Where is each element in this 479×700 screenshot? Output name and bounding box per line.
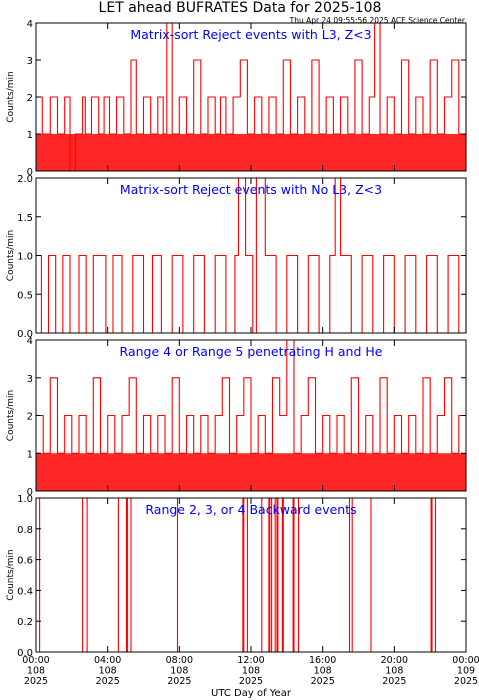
x-tick-label: 20:00 — [381, 655, 408, 666]
baseline-band — [36, 453, 466, 491]
y-axis-label: Counts/min — [6, 71, 16, 122]
y-tick-label: 0.4 — [17, 586, 33, 597]
y-tick-label: 1.0 — [17, 494, 33, 505]
y-tick-label: 0.5 — [17, 290, 33, 301]
panel-2: 0.0 0.5 1.0 1.5 2.0 Counts/min Matrix-sort Rej… — [6, 174, 467, 340]
panel-label: Matrix-sort Reject events with L3, Z<3 — [130, 27, 371, 42]
x-tick-label: 108 — [314, 666, 332, 677]
y-tick-label: 2 — [27, 93, 33, 104]
baseline-band — [36, 256, 466, 334]
y-tick-label: 0.8 — [17, 525, 33, 536]
y-tick-label: 0 — [27, 167, 33, 178]
timestamp: Thu Apr 24 09:55:56 2025 ACE Science Cen… — [289, 16, 466, 25]
x-tick-label: 2025 — [382, 676, 406, 687]
x-tick-label: 16:00 — [309, 655, 336, 666]
x-tick-label: 2025 — [167, 676, 191, 687]
y-tick-label: 2.0 — [17, 174, 33, 185]
data-trace — [36, 339, 466, 454]
x-tick-label: 109 — [457, 666, 475, 677]
baseline-band — [36, 498, 466, 652]
x-tick-label: 108 — [242, 666, 260, 677]
y-tick-label: 0.0 — [17, 329, 33, 340]
y-tick-label: 1 — [27, 130, 33, 141]
x-tick-label: 108 — [385, 666, 403, 677]
y-tick-label: 0.0 — [17, 648, 33, 659]
x-tick-label: 108 — [27, 666, 45, 677]
x-tick-label: 2025 — [239, 676, 263, 687]
y-tick-label: 2 — [27, 412, 33, 423]
x-tick-label: 12:00 — [237, 655, 264, 666]
y-tick-label: 3 — [27, 374, 33, 385]
x-tick-label: 108 — [170, 666, 188, 677]
y-tick-label: 4 — [27, 19, 33, 30]
panel-3: 0 1 2 3 4 Counts/min Range 4 or Range 5 penetr… — [6, 336, 467, 498]
figure-title: LET ahead BUFRATES Data for 2025-108 — [99, 0, 382, 16]
y-axis-label: Counts/min — [6, 549, 16, 600]
x-tick-label: 2025 — [24, 676, 48, 687]
x-tick-label: 108 — [99, 666, 117, 677]
y-tick-label: 1 — [27, 449, 33, 460]
panel-label: Matrix-sort Reject events with No L3, Z<… — [120, 182, 382, 197]
x-tick-label: 08:00 — [166, 655, 193, 666]
panel-label: Range 4 or Range 5 penetrating H and He — [120, 344, 383, 359]
y-tick-label: 4 — [27, 336, 33, 347]
y-tick-label: 3 — [27, 56, 33, 67]
x-axis-label: UTC Day of Year — [211, 688, 292, 699]
y-axis-label: Counts/min — [6, 390, 16, 441]
y-axis-label: Counts/min — [6, 230, 16, 281]
y-tick-label: 1.0 — [17, 252, 33, 263]
y-tick-label: 0.6 — [17, 556, 33, 567]
baseline-band — [36, 134, 466, 171]
x-axis-tick-labels: 00:00108202504:00108202508:00108202512:0… — [22, 655, 479, 687]
y-tick-label: 0 — [27, 487, 33, 498]
x-tick-label: 00:00 — [452, 655, 479, 666]
y-tick-label: 1.5 — [17, 213, 33, 224]
y-tick-label: 0.2 — [17, 617, 33, 628]
x-tick-label: 2025 — [454, 676, 478, 687]
x-tick-label: 2025 — [311, 676, 335, 687]
x-tick-label: 04:00 — [94, 655, 121, 666]
panel-label: Range 2, 3, or 4 Backward events — [145, 502, 356, 517]
x-tick-label: 2025 — [96, 676, 120, 687]
panel-1: 0 1 2 3 4 Counts/min Matrix-sort Reject events… — [6, 19, 467, 178]
data-trace — [36, 22, 467, 172]
panels: 0 1 2 3 4 Counts/min Matrix-sort Reject events… — [6, 19, 467, 659]
panel-4: 0.0 0.2 0.4 0.6 0.8 1.0 Counts/min Range 2, 3, … — [6, 494, 467, 659]
x-tick-label: 00:00 — [22, 655, 49, 666]
